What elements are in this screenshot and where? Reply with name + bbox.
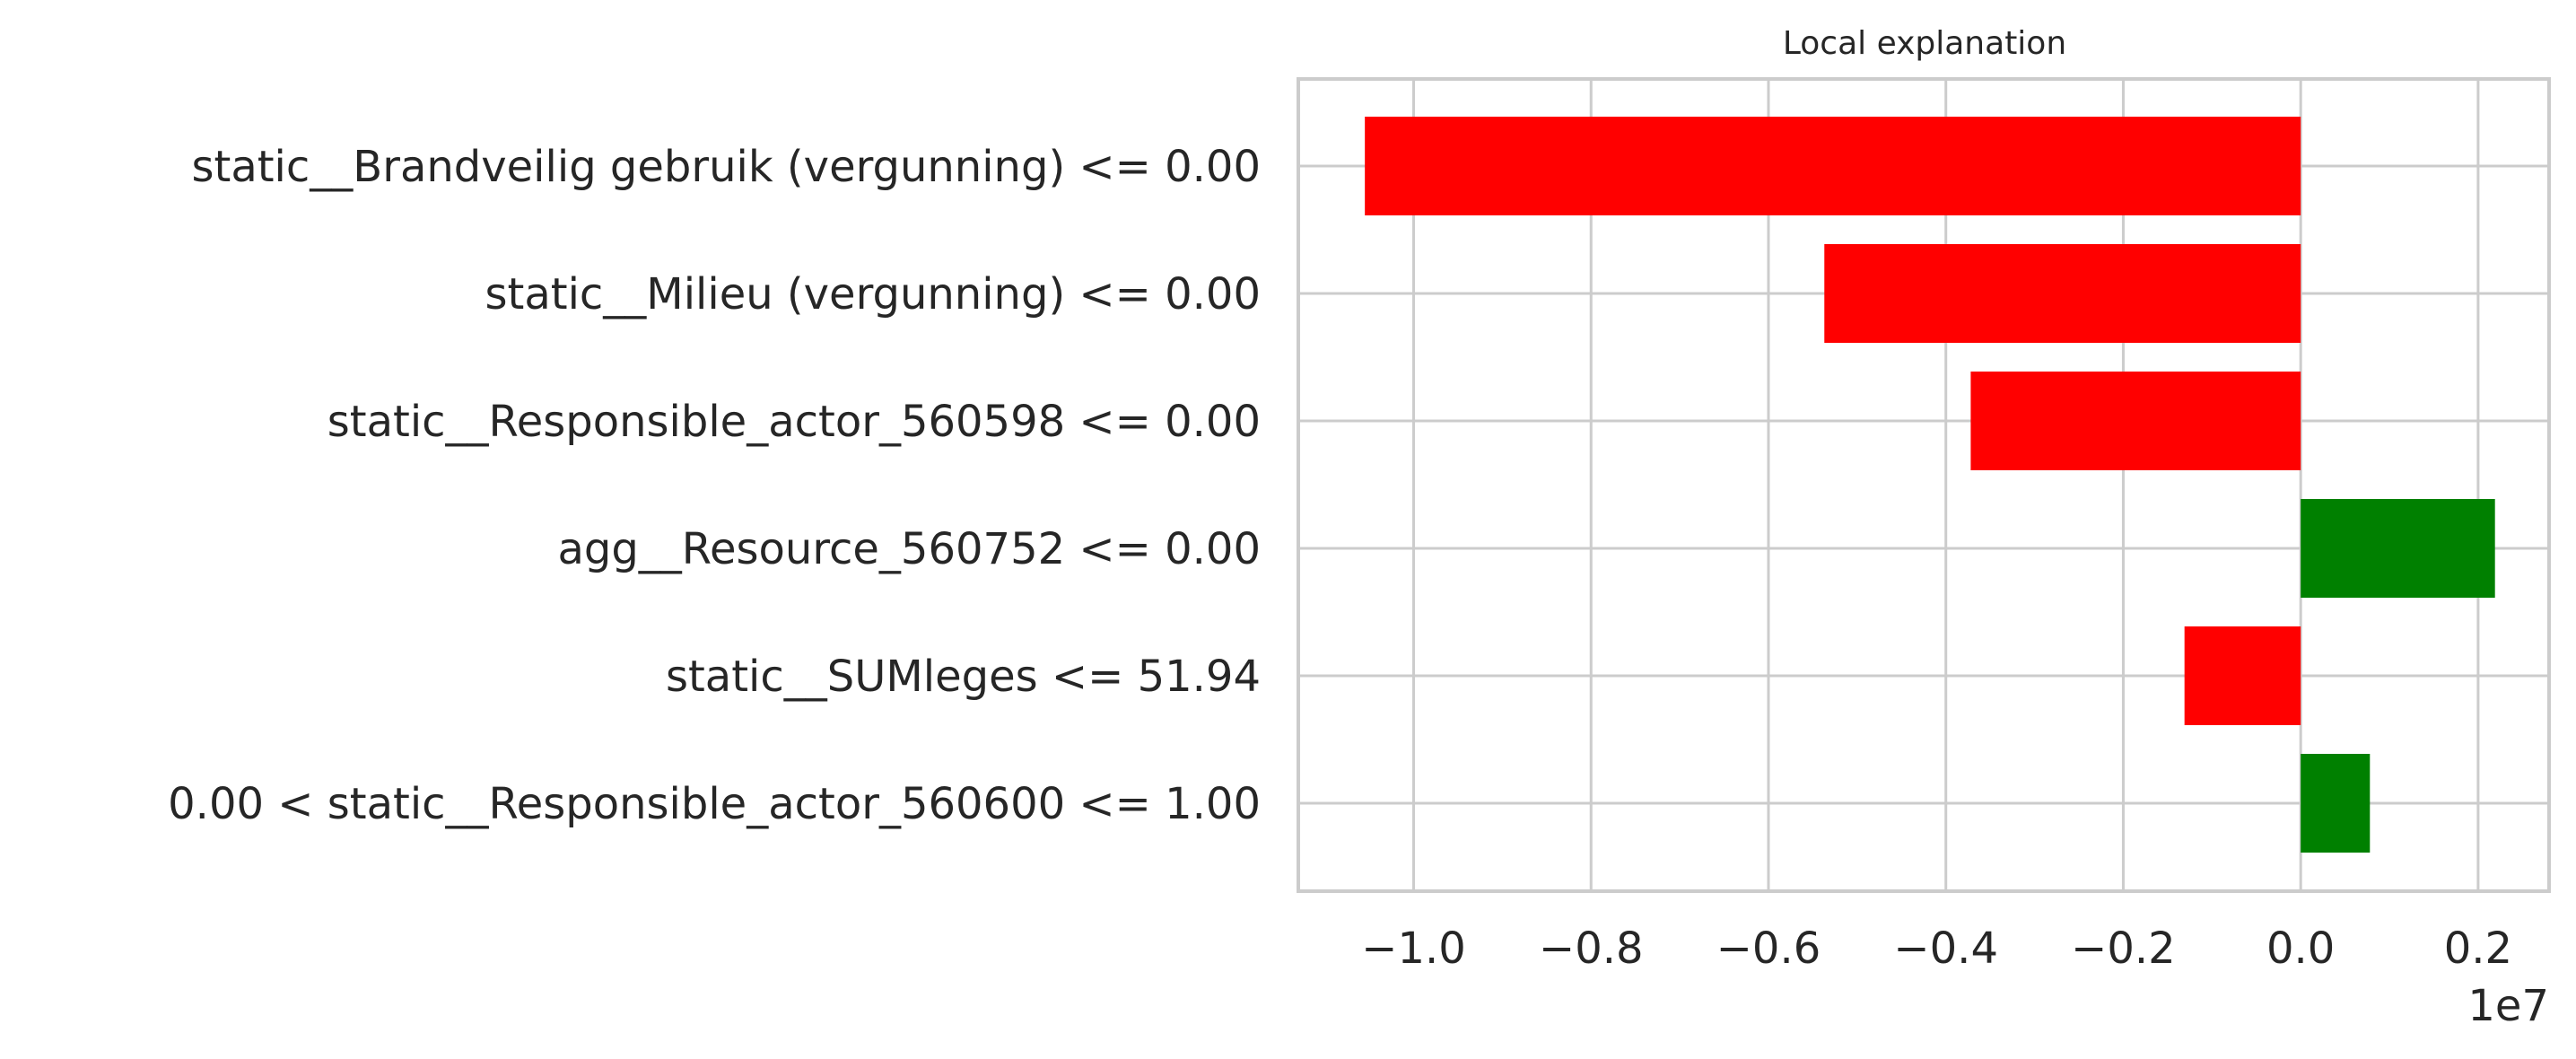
x-tick-label-0: −1.0 bbox=[1361, 923, 1466, 974]
chart-title: Local explanation bbox=[1783, 25, 2066, 62]
y-tick-label-3: agg__Resource_560752 <= 0.00 bbox=[557, 524, 1261, 574]
plot-frame bbox=[1297, 77, 2551, 893]
bar-2 bbox=[1970, 372, 2301, 470]
y-tick-label-1: static__Milieu (vergunning) <= 0.00 bbox=[485, 269, 1262, 319]
x-tick-label-1: −0.8 bbox=[1539, 923, 1644, 974]
bar-layer bbox=[1365, 117, 2495, 853]
bar-1 bbox=[1824, 244, 2301, 343]
y-tick-label-5: 0.00 < static__Responsible_actor_560600 … bbox=[168, 779, 1261, 829]
plot-spines bbox=[1297, 77, 2551, 893]
bar-4 bbox=[2184, 626, 2301, 725]
y-tick-label-2: static__Responsible_actor_560598 <= 0.00 bbox=[327, 397, 1261, 447]
x-tick-label-6: 0.2 bbox=[2444, 923, 2512, 974]
x-tick-label-3: −0.4 bbox=[1893, 923, 1998, 974]
y-tick-label-4: static__SUMleges <= 51.94 bbox=[666, 652, 1261, 702]
x-tick-labels: −1.0 −0.8 −0.6 −0.4 −0.2 0.0 0.2 bbox=[1361, 923, 2512, 974]
bar-3 bbox=[2301, 499, 2495, 598]
y-tick-labels: static__Brandveilig gebruik (vergunning)… bbox=[168, 142, 1261, 829]
bar-5 bbox=[2301, 754, 2371, 853]
x-tick-label-5: 0.0 bbox=[2266, 923, 2335, 974]
bar-0 bbox=[1365, 117, 2301, 215]
x-tick-label-2: −0.6 bbox=[1716, 923, 1821, 974]
x-axis-offset-label: 1e7 bbox=[2467, 981, 2549, 1031]
y-tick-label-0: static__Brandveilig gebruik (vergunning)… bbox=[191, 142, 1261, 192]
x-tick-label-4: −0.2 bbox=[2071, 923, 2176, 974]
